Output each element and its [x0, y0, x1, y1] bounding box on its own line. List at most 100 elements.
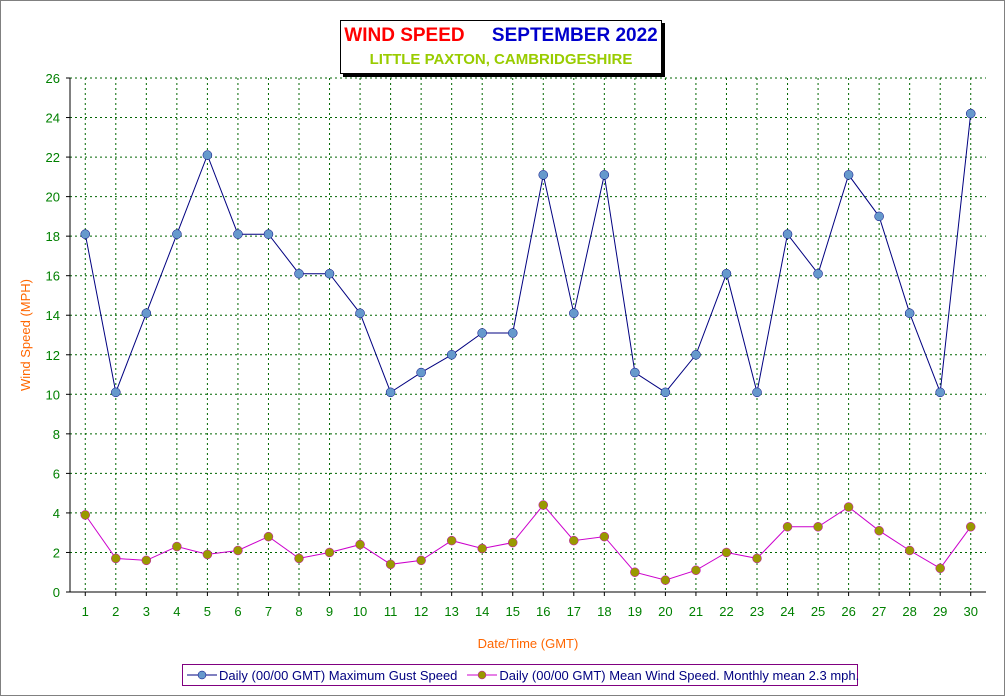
mean-wind-point — [385, 559, 396, 570]
legend-swatch-mean-wind — [467, 670, 498, 680]
max-gust-point — [904, 308, 915, 319]
max-gust-point — [172, 229, 182, 239]
legend-item-max-gust: Daily (00/00 GMT) Maximum Gust Speed — [183, 668, 457, 683]
mean-wind-point — [813, 522, 823, 532]
x-tick-label: 21 — [689, 604, 703, 619]
mean-wind-point — [233, 545, 243, 556]
x-tick-label: 20 — [658, 604, 672, 619]
max-gust-point — [263, 229, 274, 239]
max-gust-point — [599, 170, 610, 180]
x-tick-label: 27 — [872, 604, 886, 619]
max-gust-point — [782, 229, 793, 239]
chart-title: WIND SPEED — [344, 25, 465, 46]
mean-wind-point — [599, 531, 610, 542]
y-tick-label: 6 — [53, 466, 60, 481]
axes — [66, 77, 986, 596]
x-tick-label: 29 — [933, 604, 947, 619]
x-tick-label: 25 — [811, 604, 825, 619]
x-axis-title: Date/Time (GMT) — [478, 636, 579, 651]
chart-subtitle: LITTLE PAXTON, CAMBRIDGESHIRE — [369, 51, 633, 68]
mean-wind-point — [416, 555, 426, 566]
mean-wind-point — [507, 537, 518, 548]
mean-wind-point — [569, 535, 579, 546]
x-tick-label: 26 — [841, 604, 855, 619]
legend: Daily (00/00 GMT) Maximum Gust Speed Dai… — [182, 664, 859, 686]
max-gust-point — [233, 229, 243, 239]
y-tick-label: 26 — [46, 71, 60, 86]
max-gust-point — [385, 387, 396, 398]
chart-title-period: SEPTEMBER 2022 — [491, 25, 658, 46]
x-tick-label: 7 — [265, 604, 272, 619]
y-tick-label: 8 — [53, 427, 60, 442]
x-tick-label: 15 — [505, 604, 519, 619]
max-gust-point — [569, 308, 579, 319]
x-tick-label: 16 — [536, 604, 550, 619]
x-tick-label: 2 — [112, 604, 119, 619]
x-tick-label: 14 — [475, 604, 489, 619]
y-tick-label: 0 — [53, 585, 60, 600]
mean-wind-point — [721, 547, 732, 558]
max-gust-point — [507, 328, 518, 338]
x-tick-label: 4 — [173, 604, 180, 619]
mean-wind-point — [874, 525, 884, 536]
max-gust-point — [813, 268, 823, 279]
mean-wind-point — [843, 502, 854, 512]
max-gust-point — [843, 170, 854, 180]
max-gust-point — [202, 150, 213, 160]
max-gust-point — [874, 211, 884, 222]
mean-wind-point — [752, 553, 762, 564]
series-markers — [80, 108, 976, 585]
series-line-max-gust — [84, 113, 972, 395]
x-tick-labels: 1 2 3 4 5 6 7 8 9 10 11 12 13 14 15 16 17 18 19 20 21 22 23 24 2… — [82, 604, 978, 619]
x-tick-label: 19 — [628, 604, 642, 619]
max-gust-point — [446, 350, 457, 360]
series-line-mean-wind — [84, 504, 972, 581]
x-tick-label: 11 — [384, 604, 398, 619]
max-gust-point — [752, 387, 762, 398]
y-tick-label: 22 — [46, 150, 60, 165]
mean-wind-point — [202, 549, 213, 560]
mean-wind-point — [80, 510, 91, 520]
y-axis-title: Wind Speed (MPH) — [18, 279, 33, 391]
legend-item-mean-wind: Daily (00/00 GMT) Mean Wind Speed. Month… — [463, 668, 859, 683]
mean-wind-point — [904, 545, 915, 556]
y-tick-label: 10 — [46, 387, 60, 402]
mean-wind-point — [263, 531, 274, 542]
max-gust-point — [294, 268, 304, 279]
y-tick-label: 2 — [53, 545, 60, 560]
x-tick-label: 22 — [719, 604, 733, 619]
x-tick-label: 9 — [326, 604, 333, 619]
max-gust-point — [965, 108, 976, 119]
mean-wind-point — [660, 575, 671, 585]
chart-title-box: WIND SPEED SEPTEMBER 2022 LITTLE PAXTON,… — [340, 20, 662, 74]
mean-wind-point — [691, 565, 701, 576]
mean-wind-point — [477, 543, 487, 554]
max-gust-point — [935, 387, 945, 398]
max-gust-point — [660, 387, 671, 398]
x-tick-label: 13 — [444, 604, 458, 619]
x-tick-label: 1 — [82, 604, 89, 619]
x-tick-label: 3 — [143, 604, 150, 619]
y-tick-label: 14 — [46, 308, 60, 323]
x-tick-label: 12 — [414, 604, 428, 619]
y-tick-label: 12 — [46, 348, 60, 363]
series-lines — [84, 113, 972, 581]
x-tick-label: 30 — [963, 604, 977, 619]
y-tick-label: 18 — [46, 229, 60, 244]
legend-swatch-max-gust — [187, 670, 217, 680]
max-gust-point — [355, 308, 365, 319]
max-gust-point — [141, 308, 152, 319]
x-tick-label: 23 — [750, 604, 764, 619]
x-tick-label: 28 — [902, 604, 916, 619]
max-gust-point — [111, 387, 121, 398]
x-tick-label: 24 — [780, 604, 794, 619]
max-gust-point — [630, 367, 640, 378]
mean-wind-point — [294, 553, 304, 564]
mean-wind-point — [172, 541, 182, 552]
max-gust-point — [538, 170, 549, 180]
x-tick-label: 17 — [567, 604, 581, 619]
mean-wind-point — [965, 522, 976, 532]
x-tick-label: 8 — [295, 604, 302, 619]
